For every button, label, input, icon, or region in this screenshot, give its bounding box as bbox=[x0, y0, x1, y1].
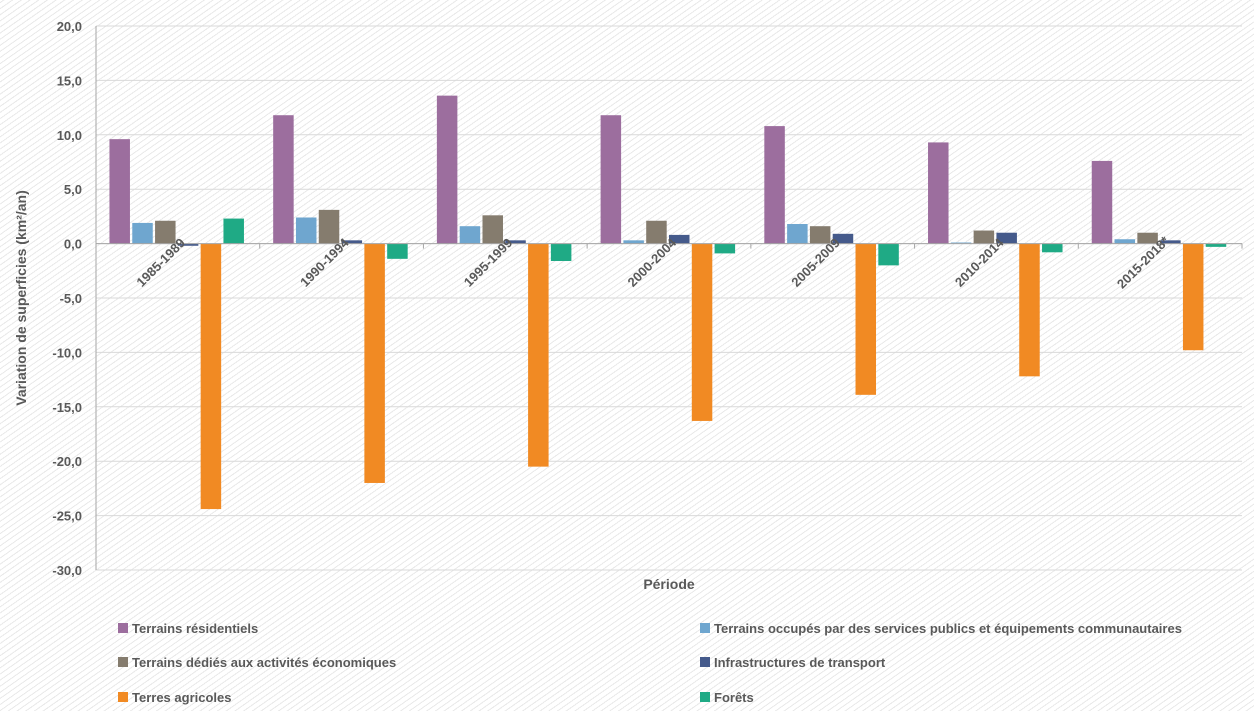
legend-label: Terrains résidentiels bbox=[132, 621, 258, 636]
bar bbox=[928, 142, 949, 244]
axes bbox=[95, 26, 1243, 570]
bar bbox=[623, 240, 644, 244]
bar bbox=[223, 218, 244, 244]
legend-swatch bbox=[118, 692, 128, 702]
x-axis-title: Période bbox=[643, 576, 695, 592]
bar bbox=[1091, 160, 1113, 244]
legend-label: Terrains dédiés aux activités économique… bbox=[132, 655, 396, 670]
bar bbox=[132, 222, 153, 244]
bar bbox=[550, 243, 572, 262]
bar bbox=[646, 220, 667, 244]
bar bbox=[950, 242, 972, 244]
legend-label: Infrastructures de transport bbox=[714, 655, 886, 670]
y-tick-label: -5,0 bbox=[60, 291, 82, 306]
bar bbox=[364, 243, 385, 483]
bar bbox=[1160, 240, 1181, 244]
y-tick-label: -15,0 bbox=[52, 400, 82, 415]
y-tick-label: -20,0 bbox=[52, 454, 82, 469]
bar bbox=[1182, 243, 1204, 351]
bar bbox=[669, 234, 690, 244]
bar bbox=[1042, 243, 1063, 253]
y-tick-label: -30,0 bbox=[52, 563, 82, 578]
bar bbox=[714, 243, 736, 254]
bar bbox=[505, 240, 526, 244]
bar bbox=[855, 243, 877, 395]
bar bbox=[387, 243, 408, 259]
bar bbox=[878, 243, 899, 266]
bar bbox=[528, 243, 549, 467]
bar bbox=[787, 224, 808, 244]
bar bbox=[155, 220, 176, 244]
legend-swatch bbox=[118, 657, 128, 667]
y-tick-label: 0,0 bbox=[64, 237, 82, 252]
bar bbox=[973, 230, 995, 244]
legend-swatch bbox=[118, 623, 128, 633]
bar bbox=[996, 232, 1017, 244]
bar bbox=[295, 217, 317, 244]
legend-swatch bbox=[700, 657, 710, 667]
bar bbox=[1205, 243, 1227, 247]
bar bbox=[341, 240, 363, 244]
y-tick-labels: 20,0 15,0 10,0 5,0 0,0 -5,0 -10,0 -15,0 -20,0 -25… bbox=[52, 19, 82, 578]
legend-label: Terres agricoles bbox=[132, 690, 231, 705]
bar bbox=[691, 243, 713, 421]
bar bbox=[436, 95, 458, 244]
y-tick-label: -25,0 bbox=[52, 509, 82, 524]
bar bbox=[832, 233, 854, 244]
legend-label: Forêts bbox=[714, 690, 754, 705]
y-tick-label: 20,0 bbox=[57, 19, 82, 34]
y-tick-label: 15,0 bbox=[57, 73, 82, 88]
bar bbox=[1137, 232, 1158, 244]
bar bbox=[1019, 243, 1040, 377]
bar bbox=[1114, 239, 1136, 244]
bar bbox=[318, 209, 340, 244]
legend-label: Terrains occupés par des services public… bbox=[714, 621, 1182, 636]
y-axis-title: Variation de superficies (km²/an) bbox=[13, 190, 29, 406]
gridlines bbox=[96, 25, 1242, 571]
bar bbox=[273, 115, 294, 244]
bar bbox=[809, 226, 831, 244]
bar bbox=[459, 226, 481, 244]
bar bbox=[177, 243, 199, 246]
bars bbox=[109, 95, 1227, 510]
y-tick-label: -10,0 bbox=[52, 345, 82, 360]
legend-swatch bbox=[700, 692, 710, 702]
bar bbox=[600, 115, 622, 244]
y-tick-label: 5,0 bbox=[64, 182, 82, 197]
bar bbox=[482, 215, 503, 244]
legend: Terrains résidentiels Terrains occupés pa… bbox=[118, 621, 1182, 705]
legend-swatch bbox=[700, 623, 710, 633]
bar bbox=[200, 243, 222, 510]
bar bbox=[764, 126, 785, 244]
y-tick-label: 10,0 bbox=[57, 128, 82, 143]
bar bbox=[109, 139, 130, 244]
